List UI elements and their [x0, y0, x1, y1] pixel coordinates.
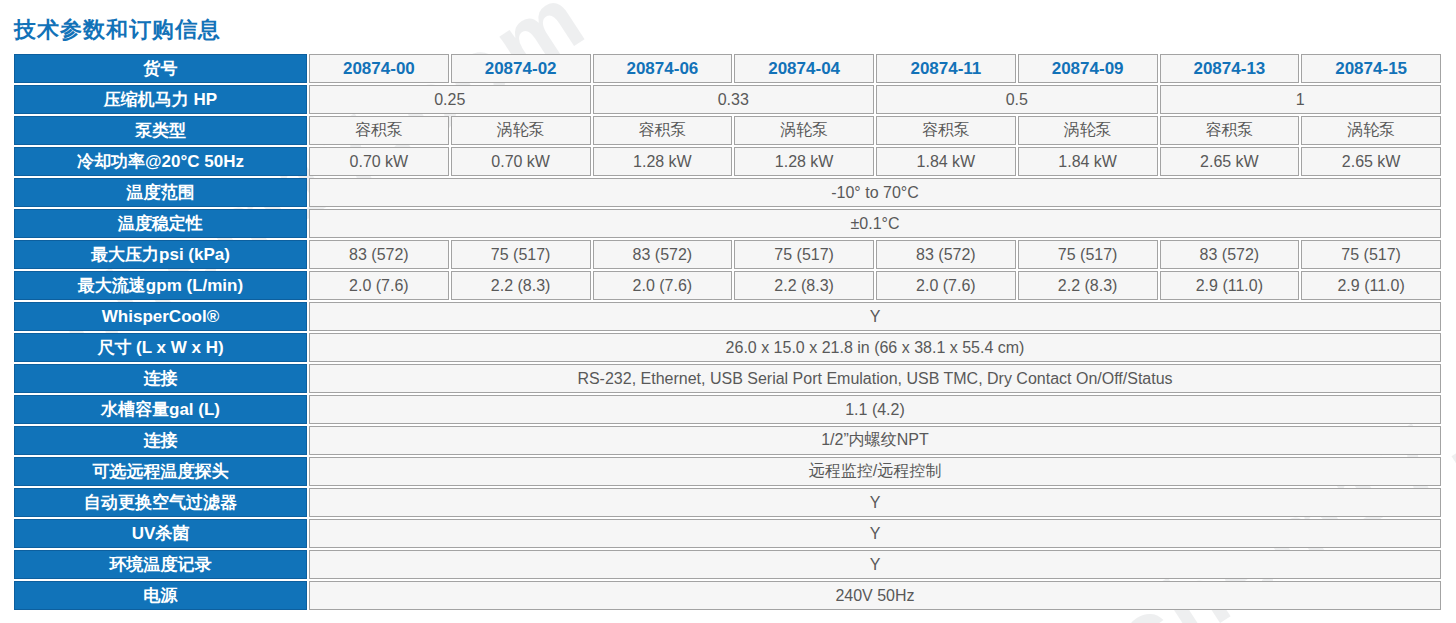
spec-cell: 83 (572): [593, 240, 733, 269]
row-fittings: 连接 1/2”内螺纹NPT: [14, 426, 1441, 455]
row-label: 温度稳定性: [14, 209, 307, 238]
row-label: 连接: [14, 364, 307, 393]
spec-cell: 容积泵: [876, 116, 1016, 145]
row-uv-sterilization: UV杀菌 Y: [14, 519, 1441, 548]
spec-cell: 75 (517): [734, 240, 874, 269]
row-temp-stability: 温度稳定性 ±0.1°C: [14, 209, 1441, 238]
row-label: 货号: [14, 54, 307, 83]
spec-cell: 0.33: [593, 85, 875, 114]
spec-cell: 2.65 kW: [1301, 147, 1441, 176]
row-compressor-hp: 压缩机马力 HP 0.25 0.33 0.5 1: [14, 85, 1441, 114]
spec-cell: 83 (572): [876, 240, 1016, 269]
spec-cell: Y: [309, 488, 1441, 517]
spec-cell: 1: [1160, 85, 1442, 114]
row-ambient-temp-log: 环境温度记录 Y: [14, 550, 1441, 579]
spec-cell: 2.65 kW: [1160, 147, 1300, 176]
row-connectivity: 连接 RS-232, Ethernet, USB Serial Port Emu…: [14, 364, 1441, 393]
row-label: 泵类型: [14, 116, 307, 145]
spec-cell: -10° to 70°C: [309, 178, 1441, 207]
spec-cell: 26.0 x 15.0 x 21.8 in (66 x 38.1 x 55.4 …: [309, 333, 1441, 362]
catalog-number: 20874-00: [309, 54, 449, 83]
spec-cell: 容积泵: [1160, 116, 1300, 145]
spec-cell: 0.25: [309, 85, 591, 114]
row-power-supply: 电源 240V 50Hz: [14, 581, 1441, 610]
spec-cell: Y: [309, 302, 1441, 331]
row-max-flow: 最大流速gpm (L/min) 2.0 (7.6) 2.2 (8.3) 2.0 …: [14, 271, 1441, 300]
spec-cell: 1.28 kW: [734, 147, 874, 176]
row-label: 环境温度记录: [14, 550, 307, 579]
spec-cell: 2.2 (8.3): [1018, 271, 1158, 300]
spec-cell: 75 (517): [451, 240, 591, 269]
spec-table: 货号 20874-00 20874-02 20874-06 20874-04 2…: [12, 52, 1443, 612]
catalog-number: 20874-06: [593, 54, 733, 83]
row-air-filter: 自动更换空气过滤器 Y: [14, 488, 1441, 517]
spec-cell: 83 (572): [1160, 240, 1300, 269]
spec-cell: 1/2”内螺纹NPT: [309, 426, 1441, 455]
row-label: 温度范围: [14, 178, 307, 207]
row-label: 可选远程温度探头: [14, 457, 307, 486]
spec-cell: 1.84 kW: [876, 147, 1016, 176]
row-label: 水槽容量gal (L): [14, 395, 307, 424]
row-max-pressure: 最大压力psi (kPa) 83 (572) 75 (517) 83 (572)…: [14, 240, 1441, 269]
spec-cell: 容积泵: [309, 116, 449, 145]
spec-cell: 0.5: [876, 85, 1158, 114]
spec-cell: 1.84 kW: [1018, 147, 1158, 176]
spec-cell: 2.0 (7.6): [309, 271, 449, 300]
spec-cell: Y: [309, 519, 1441, 548]
row-label: 冷却功率@20°C 50Hz: [14, 147, 307, 176]
spec-cell: RS-232, Ethernet, USB Serial Port Emulat…: [309, 364, 1441, 393]
spec-cell: 涡轮泵: [1018, 116, 1158, 145]
spec-cell: 容积泵: [593, 116, 733, 145]
row-label: 最大流速gpm (L/min): [14, 271, 307, 300]
spec-cell: 2.0 (7.6): [593, 271, 733, 300]
spec-cell: 涡轮泵: [1301, 116, 1441, 145]
catalog-number: 20874-11: [876, 54, 1016, 83]
spec-cell: 2.9 (11.0): [1301, 271, 1441, 300]
catalog-number: 20874-02: [451, 54, 591, 83]
row-whispercool: WhisperCool® Y: [14, 302, 1441, 331]
spec-cell: ±0.1°C: [309, 209, 1441, 238]
catalog-number: 20874-15: [1301, 54, 1441, 83]
spec-cell: 涡轮泵: [451, 116, 591, 145]
page-title: 技术参数和订购信息: [0, 0, 1456, 45]
spec-cell: Y: [309, 550, 1441, 579]
spec-cell: 远程监控/远程控制: [309, 457, 1441, 486]
row-label: 最大压力psi (kPa): [14, 240, 307, 269]
catalog-number: 20874-09: [1018, 54, 1158, 83]
spec-cell: 2.9 (11.0): [1160, 271, 1300, 300]
row-label: 连接: [14, 426, 307, 455]
spec-cell: 涡轮泵: [734, 116, 874, 145]
spec-cell: 240V 50Hz: [309, 581, 1441, 610]
spec-cell: 0.70 kW: [309, 147, 449, 176]
row-reservoir-capacity: 水槽容量gal (L) 1.1 (4.2): [14, 395, 1441, 424]
spec-cell: 2.0 (7.6): [876, 271, 1016, 300]
row-label: WhisperCool®: [14, 302, 307, 331]
spec-cell: 1.28 kW: [593, 147, 733, 176]
row-label: 压缩机马力 HP: [14, 85, 307, 114]
spec-cell: 75 (517): [1301, 240, 1441, 269]
row-label: 电源: [14, 581, 307, 610]
row-label: UV杀菌: [14, 519, 307, 548]
spec-cell: 83 (572): [309, 240, 449, 269]
spec-cell: 1.1 (4.2): [309, 395, 1441, 424]
spec-cell: 0.70 kW: [451, 147, 591, 176]
row-catalog-number: 货号 20874-00 20874-02 20874-06 20874-04 2…: [14, 54, 1441, 83]
catalog-number: 20874-13: [1160, 54, 1300, 83]
spec-cell: 75 (517): [1018, 240, 1158, 269]
row-label: 自动更换空气过滤器: [14, 488, 307, 517]
row-remote-probe: 可选远程温度探头 远程监控/远程控制: [14, 457, 1441, 486]
row-label: 尺寸 (L x W x H): [14, 333, 307, 362]
spec-cell: 2.2 (8.3): [451, 271, 591, 300]
row-dimensions: 尺寸 (L x W x H) 26.0 x 15.0 x 21.8 in (66…: [14, 333, 1441, 362]
spec-cell: 2.2 (8.3): [734, 271, 874, 300]
row-pump-type: 泵类型 容积泵 涡轮泵 容积泵 涡轮泵 容积泵 涡轮泵 容积泵 涡轮泵: [14, 116, 1441, 145]
row-temp-range: 温度范围 -10° to 70°C: [14, 178, 1441, 207]
row-cooling-power: 冷却功率@20°C 50Hz 0.70 kW 0.70 kW 1.28 kW 1…: [14, 147, 1441, 176]
catalog-number: 20874-04: [734, 54, 874, 83]
